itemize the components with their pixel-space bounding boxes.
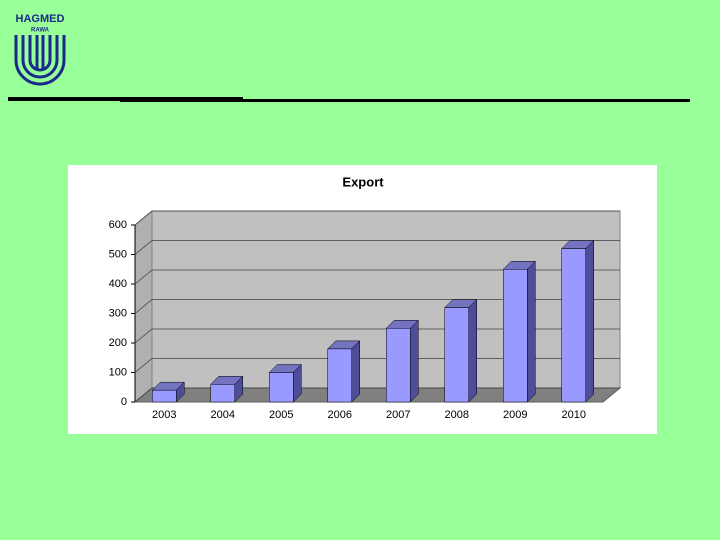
bar-side [468, 298, 477, 403]
bar-side [351, 340, 360, 403]
bar [210, 384, 235, 403]
bar-side [527, 260, 536, 403]
bar-side [410, 319, 419, 403]
y-tick-label: 400 [109, 278, 127, 290]
logo-mark [35, 35, 45, 70]
x-tick-label: 2010 [562, 409, 586, 421]
y-tick-label: 500 [109, 248, 127, 260]
bar [561, 248, 586, 403]
x-tick-label: 2004 [211, 409, 235, 421]
bar [152, 389, 177, 403]
logo-mark [28, 35, 52, 72]
logo-mark [14, 35, 66, 86]
x-tick-label: 2006 [328, 409, 352, 421]
bar [386, 328, 411, 403]
grid-line [134, 240, 620, 255]
grid-line [134, 210, 620, 226]
chart-title: Export [342, 174, 384, 189]
rule [120, 99, 690, 102]
x-tick-label: 2009 [503, 409, 527, 421]
x-tick-label: 2003 [152, 409, 176, 421]
bar [444, 307, 469, 403]
logo-mark [21, 35, 59, 79]
logo-sub: RAWA [31, 28, 50, 34]
grid-line [134, 269, 620, 285]
x-tick-label: 2005 [269, 409, 293, 421]
bar-side [585, 239, 594, 403]
bar [327, 348, 352, 403]
y-tick-label: 100 [109, 366, 127, 378]
logo: HAGMED RAWA [14, 13, 66, 86]
x-tick-label: 2008 [445, 409, 469, 421]
x-tick-label: 2007 [386, 409, 410, 421]
y-tick-label: 600 [109, 219, 127, 231]
y-tick-label: 200 [109, 337, 127, 349]
y-tick-label: 300 [109, 307, 127, 319]
bar [269, 372, 294, 403]
plot: 0 100 200 300 400 500 600 2003 2004 2005 2006 2007 2… [109, 209, 622, 421]
floor [133, 387, 622, 403]
logo-name: HAGMED [16, 13, 65, 25]
bar [503, 269, 528, 403]
y-tick-label: 0 [121, 396, 127, 408]
